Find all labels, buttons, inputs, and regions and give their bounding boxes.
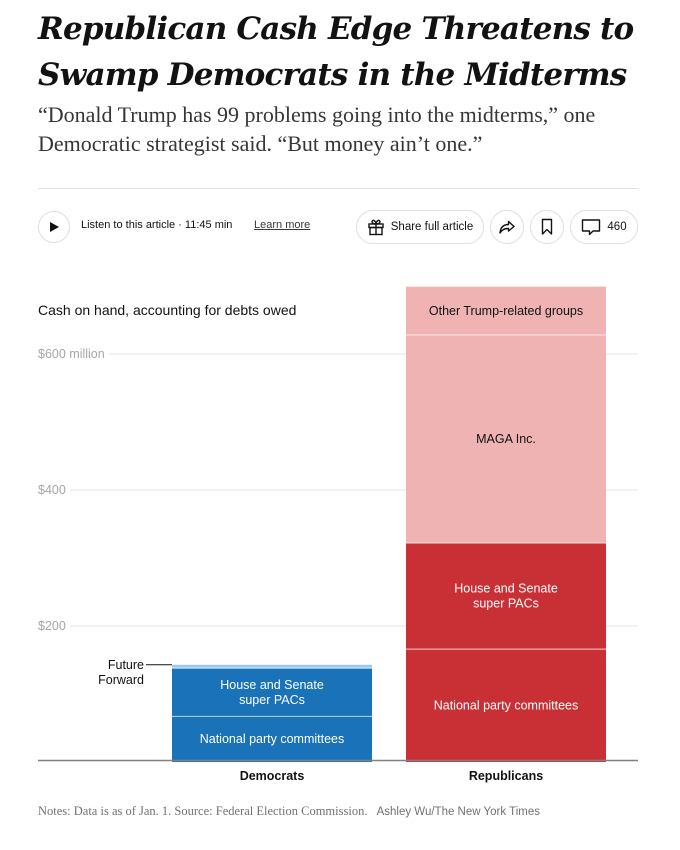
- play-icon: [50, 222, 59, 232]
- bar-segment: [406, 543, 606, 650]
- category-labels: Democrats Republicans: [240, 769, 544, 783]
- chart-notes: Notes: Data is as of Jan. 1. Source: Fed…: [38, 804, 540, 819]
- annotation-label: Forward: [98, 673, 144, 687]
- share-button[interactable]: [490, 210, 524, 244]
- article-summary: “Donald Trump has 99 problems going into…: [38, 102, 596, 156]
- category-label: Republicans: [469, 769, 543, 783]
- chart-credit: Ashley Wu/The New York Times: [376, 806, 541, 818]
- comment-count: 460: [607, 221, 627, 233]
- bar-segment: [406, 649, 606, 762]
- category-label: Democrats: [240, 769, 305, 783]
- notes-source: Notes: Data is as of Jan. 1. Source: Fed…: [38, 804, 368, 818]
- bookmark-icon: [541, 218, 553, 235]
- chart-title: Cash on hand, accounting for debts owed: [38, 302, 297, 318]
- segment-label: MAGA Inc.: [476, 432, 536, 446]
- segment-label: National party committees: [434, 699, 579, 713]
- segment-label: Other Trump-related groups: [429, 304, 583, 318]
- bar-segment: [172, 668, 372, 717]
- segment-label: super PACs: [239, 693, 305, 707]
- y-tick-label: $400: [38, 483, 66, 497]
- comment-icon: [582, 219, 601, 236]
- header-divider: [38, 188, 638, 189]
- bar-segment: [406, 334, 606, 544]
- headline-line-1: Republican Cash Edge Threatens to: [38, 11, 634, 47]
- listen-text: Listen to this article · 11:45 min: [81, 219, 233, 231]
- bar-labels: National party committees House and Senat…: [98, 304, 583, 746]
- headline-line-2: Swamp Democrats in the Midterms: [38, 57, 627, 93]
- bar-segment: [172, 716, 372, 762]
- headline: Republican Cash Edge Threatens to Swamp …: [38, 6, 658, 98]
- segment-label: House and Senate: [220, 678, 324, 692]
- bar-segment: [172, 664, 372, 669]
- segment-label: super PACs: [473, 597, 539, 611]
- annotation-label: Future: [108, 658, 144, 672]
- segment-label: House and Senate: [454, 582, 558, 596]
- save-button[interactable]: [530, 210, 564, 244]
- gift-icon: [368, 219, 384, 236]
- bars: [172, 286, 606, 762]
- y-tick-label: $600 million: [38, 347, 105, 361]
- share-arrow-icon: [499, 220, 515, 234]
- comments-button[interactable]: 460: [570, 210, 638, 244]
- listen-play-button[interactable]: [38, 211, 70, 243]
- bar-segment: [406, 286, 606, 335]
- article-toolbar: Listen to this article · 11:45 min Learn…: [38, 210, 638, 244]
- y-tick-label: $200: [38, 619, 66, 633]
- segment-label: National party committees: [200, 732, 345, 746]
- learn-more-link[interactable]: Learn more: [254, 219, 311, 231]
- share-full-article-button[interactable]: Share full article: [356, 210, 484, 244]
- share-label: Share full article: [390, 221, 474, 233]
